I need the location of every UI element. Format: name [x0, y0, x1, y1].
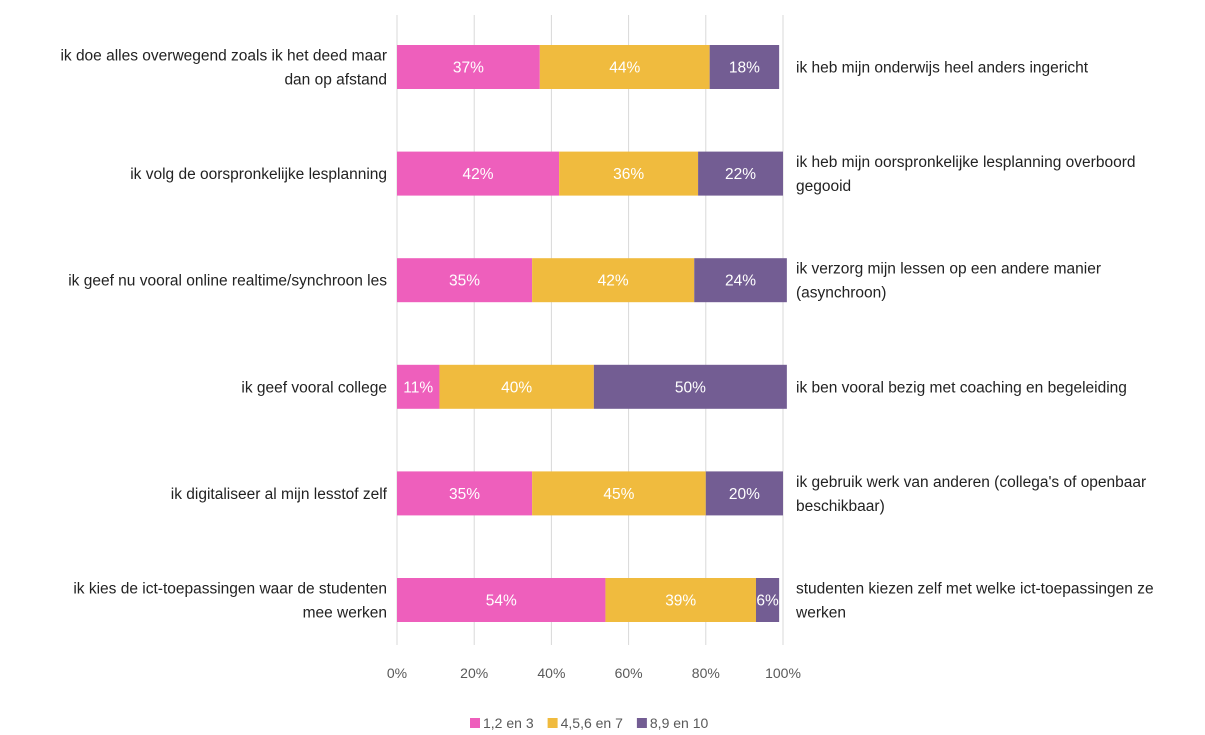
legend-label: 8,9 en 10 — [650, 715, 709, 731]
right-category-label: ik heb mijn oorspronkelijke lesplanning … — [796, 154, 1135, 195]
bar-segment — [705, 471, 783, 516]
right-category-label: ik heb mijn onderwijs heel anders ingeri… — [796, 60, 1089, 77]
bar-segment — [694, 258, 787, 303]
left-category-label: ik doe alles overwegend zoals ik het dee… — [60, 48, 387, 89]
right-category-label: studenten kiezen zelf met welke ict-toep… — [795, 581, 1154, 622]
left-category-label: ik volg de oorspronkelijke lesplanning — [130, 166, 387, 183]
data-label: 6% — [756, 593, 779, 610]
data-label: 50% — [675, 379, 706, 396]
data-label: 40% — [501, 379, 532, 396]
bar-segment — [397, 45, 540, 89]
bar-segment — [605, 578, 756, 622]
legend-swatch — [547, 718, 558, 728]
right-category-labels: ik heb mijn onderwijs heel anders ingeri… — [795, 60, 1154, 622]
bar-segment — [397, 258, 533, 303]
bar-segment — [559, 151, 699, 196]
right-category-label: ik ben vooral bezig met coaching en bege… — [796, 379, 1127, 396]
data-label: 44% — [609, 60, 640, 77]
left-category-label: ik geef vooral college — [241, 379, 387, 396]
bar-segment — [593, 364, 787, 409]
data-label: 54% — [486, 593, 517, 610]
legend-label: 1,2 en 3 — [483, 715, 534, 731]
x-tick-label: 0% — [387, 665, 407, 681]
bar-segment — [539, 45, 710, 89]
bar-segment — [709, 45, 780, 89]
left-category-label: ik kies de ict-toepassingen waar de stud… — [73, 581, 387, 622]
bar-segment — [397, 151, 560, 196]
bar-segment — [698, 151, 783, 196]
legend: 1,2 en 3 4,5,6 en 7 8,9 en 10 — [470, 715, 708, 731]
data-label: 36% — [613, 166, 644, 183]
left-category-label: ik digitaliseer al mijn lesstof zelf — [171, 486, 388, 503]
data-label: 35% — [449, 273, 480, 290]
x-tick-label: 20% — [460, 665, 488, 681]
legend-label: 4,5,6 en 7 — [561, 715, 623, 731]
data-label: 24% — [725, 273, 756, 290]
bar-segment — [397, 364, 440, 409]
bar-segment — [397, 578, 606, 622]
left-category-labels: ik doe alles overwegend zoals ik het dee… — [60, 48, 387, 622]
bar-segment — [532, 258, 695, 303]
data-label: 39% — [665, 593, 696, 610]
x-tick-label: 60% — [615, 665, 643, 681]
x-tick-label: 80% — [692, 665, 720, 681]
data-label: 45% — [603, 486, 634, 503]
x-tick-label: 100% — [765, 665, 801, 681]
left-category-label: ik geef nu vooral online realtime/synchr… — [68, 273, 387, 290]
data-label: 42% — [463, 166, 494, 183]
legend-swatch — [470, 718, 480, 728]
data-label: 18% — [729, 60, 760, 77]
bars: 37% 44% 18% 42% 36% 22% 35% 42% 24% 11% 40% 50% 35% 4… — [397, 45, 787, 622]
bar-segment — [439, 364, 594, 409]
x-axis-ticks: 0% 20% 40% 60% 80% 100% — [387, 665, 801, 681]
x-tick-label: 40% — [537, 665, 565, 681]
data-label: 35% — [449, 486, 480, 503]
bar-segment — [397, 471, 533, 516]
gridlines — [396, 15, 784, 645]
right-category-label: ik verzorg mijn lessen op een andere man… — [796, 261, 1101, 302]
right-category-label: ik gebruik werk van anderen (collega's o… — [796, 474, 1146, 515]
bar-segment — [532, 471, 706, 516]
data-label: 20% — [729, 486, 760, 503]
data-label: 42% — [598, 273, 629, 290]
bar-segment — [755, 578, 780, 622]
data-label: 22% — [725, 166, 756, 183]
data-label: 11% — [403, 379, 433, 396]
data-label: 37% — [453, 60, 484, 77]
legend-swatch — [636, 718, 647, 728]
